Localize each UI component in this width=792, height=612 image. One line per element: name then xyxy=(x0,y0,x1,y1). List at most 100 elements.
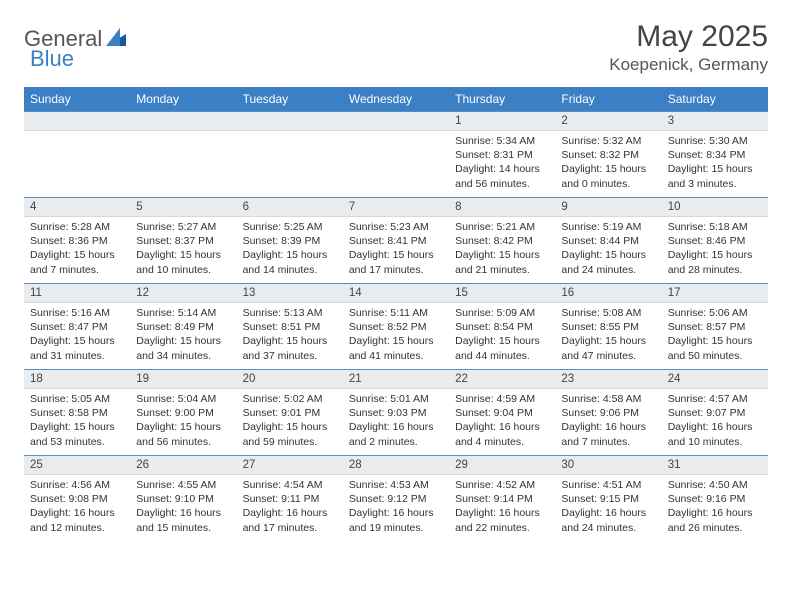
daylight-text: Daylight: 16 hours and 22 minutes. xyxy=(455,506,549,534)
daylight-text: Daylight: 15 hours and 34 minutes. xyxy=(136,334,230,362)
day-number xyxy=(130,112,236,131)
sunrise-text: Sunrise: 5:04 AM xyxy=(136,392,230,406)
day-info: Sunrise: 4:52 AMSunset: 9:14 PMDaylight:… xyxy=(449,475,555,539)
sunset-text: Sunset: 8:52 PM xyxy=(349,320,443,334)
sunrise-text: Sunrise: 5:27 AM xyxy=(136,220,230,234)
daylight-text: Daylight: 15 hours and 47 minutes. xyxy=(561,334,655,362)
sunset-text: Sunset: 9:16 PM xyxy=(668,492,762,506)
calendar-cell: 28Sunrise: 4:53 AMSunset: 9:12 PMDayligh… xyxy=(343,456,449,542)
sunset-text: Sunset: 8:42 PM xyxy=(455,234,549,248)
daylight-text: Daylight: 16 hours and 4 minutes. xyxy=(455,420,549,448)
calendar-cell: 10Sunrise: 5:18 AMSunset: 8:46 PMDayligh… xyxy=(662,198,768,284)
calendar-cell: 29Sunrise: 4:52 AMSunset: 9:14 PMDayligh… xyxy=(449,456,555,542)
sunrise-text: Sunrise: 5:02 AM xyxy=(243,392,337,406)
day-info: Sunrise: 5:02 AMSunset: 9:01 PMDaylight:… xyxy=(237,389,343,453)
sunrise-text: Sunrise: 5:21 AM xyxy=(455,220,549,234)
day-info: Sunrise: 5:30 AMSunset: 8:34 PMDaylight:… xyxy=(662,131,768,195)
day-number: 3 xyxy=(662,112,768,131)
day-number: 22 xyxy=(449,370,555,389)
daylight-text: Daylight: 15 hours and 10 minutes. xyxy=(136,248,230,276)
calendar-cell: 1Sunrise: 5:34 AMSunset: 8:31 PMDaylight… xyxy=(449,112,555,198)
daylight-text: Daylight: 16 hours and 15 minutes. xyxy=(136,506,230,534)
sunset-text: Sunset: 8:49 PM xyxy=(136,320,230,334)
daylight-text: Daylight: 14 hours and 56 minutes. xyxy=(455,162,549,190)
day-number: 17 xyxy=(662,284,768,303)
sunrise-text: Sunrise: 4:53 AM xyxy=(349,478,443,492)
day-info: Sunrise: 5:09 AMSunset: 8:54 PMDaylight:… xyxy=(449,303,555,367)
day-number xyxy=(343,112,449,131)
month-title: May 2025 xyxy=(609,20,768,53)
day-number: 19 xyxy=(130,370,236,389)
sunset-text: Sunset: 8:54 PM xyxy=(455,320,549,334)
sunrise-text: Sunrise: 4:50 AM xyxy=(668,478,762,492)
calendar-cell: 14Sunrise: 5:11 AMSunset: 8:52 PMDayligh… xyxy=(343,284,449,370)
day-number: 27 xyxy=(237,456,343,475)
day-info: Sunrise: 5:16 AMSunset: 8:47 PMDaylight:… xyxy=(24,303,130,367)
day-number xyxy=(237,112,343,131)
calendar-cell: 16Sunrise: 5:08 AMSunset: 8:55 PMDayligh… xyxy=(555,284,661,370)
sunset-text: Sunset: 8:32 PM xyxy=(561,148,655,162)
calendar-cell xyxy=(24,112,130,198)
calendar-cell xyxy=(130,112,236,198)
daylight-text: Daylight: 15 hours and 28 minutes. xyxy=(668,248,762,276)
calendar-row: 11Sunrise: 5:16 AMSunset: 8:47 PMDayligh… xyxy=(24,284,768,370)
sunset-text: Sunset: 8:37 PM xyxy=(136,234,230,248)
calendar-cell: 3Sunrise: 5:30 AMSunset: 8:34 PMDaylight… xyxy=(662,112,768,198)
calendar-cell: 17Sunrise: 5:06 AMSunset: 8:57 PMDayligh… xyxy=(662,284,768,370)
sunrise-text: Sunrise: 5:09 AM xyxy=(455,306,549,320)
calendar-header-row: Sunday Monday Tuesday Wednesday Thursday… xyxy=(24,87,768,112)
sunrise-text: Sunrise: 5:08 AM xyxy=(561,306,655,320)
brand-part2: Blue xyxy=(30,46,74,72)
calendar-cell: 8Sunrise: 5:21 AMSunset: 8:42 PMDaylight… xyxy=(449,198,555,284)
sunrise-text: Sunrise: 5:06 AM xyxy=(668,306,762,320)
sunset-text: Sunset: 9:10 PM xyxy=(136,492,230,506)
day-number: 29 xyxy=(449,456,555,475)
day-info: Sunrise: 5:25 AMSunset: 8:39 PMDaylight:… xyxy=(237,217,343,281)
daylight-text: Daylight: 15 hours and 7 minutes. xyxy=(30,248,124,276)
flag-icon xyxy=(106,28,126,51)
sunset-text: Sunset: 9:00 PM xyxy=(136,406,230,420)
calendar-cell: 5Sunrise: 5:27 AMSunset: 8:37 PMDaylight… xyxy=(130,198,236,284)
calendar-cell: 24Sunrise: 4:57 AMSunset: 9:07 PMDayligh… xyxy=(662,370,768,456)
sunrise-text: Sunrise: 5:18 AM xyxy=(668,220,762,234)
day-info: Sunrise: 4:51 AMSunset: 9:15 PMDaylight:… xyxy=(555,475,661,539)
day-info: Sunrise: 4:58 AMSunset: 9:06 PMDaylight:… xyxy=(555,389,661,453)
day-number: 18 xyxy=(24,370,130,389)
day-number: 12 xyxy=(130,284,236,303)
day-number: 6 xyxy=(237,198,343,217)
col-tuesday: Tuesday xyxy=(237,87,343,112)
sunset-text: Sunset: 9:15 PM xyxy=(561,492,655,506)
day-number: 30 xyxy=(555,456,661,475)
calendar-cell: 23Sunrise: 4:58 AMSunset: 9:06 PMDayligh… xyxy=(555,370,661,456)
calendar-row: 25Sunrise: 4:56 AMSunset: 9:08 PMDayligh… xyxy=(24,456,768,542)
calendar-cell: 31Sunrise: 4:50 AMSunset: 9:16 PMDayligh… xyxy=(662,456,768,542)
sunset-text: Sunset: 8:47 PM xyxy=(30,320,124,334)
daylight-text: Daylight: 16 hours and 12 minutes. xyxy=(30,506,124,534)
daylight-text: Daylight: 15 hours and 37 minutes. xyxy=(243,334,337,362)
calendar-row: 18Sunrise: 5:05 AMSunset: 8:58 PMDayligh… xyxy=(24,370,768,456)
sunset-text: Sunset: 8:57 PM xyxy=(668,320,762,334)
day-number: 11 xyxy=(24,284,130,303)
daylight-text: Daylight: 16 hours and 24 minutes. xyxy=(561,506,655,534)
day-info: Sunrise: 5:27 AMSunset: 8:37 PMDaylight:… xyxy=(130,217,236,281)
day-number: 5 xyxy=(130,198,236,217)
daylight-text: Daylight: 15 hours and 53 minutes. xyxy=(30,420,124,448)
sunset-text: Sunset: 9:12 PM xyxy=(349,492,443,506)
day-number: 23 xyxy=(555,370,661,389)
calendar-cell: 12Sunrise: 5:14 AMSunset: 8:49 PMDayligh… xyxy=(130,284,236,370)
daylight-text: Daylight: 15 hours and 21 minutes. xyxy=(455,248,549,276)
day-number: 14 xyxy=(343,284,449,303)
day-number: 10 xyxy=(662,198,768,217)
sunset-text: Sunset: 9:06 PM xyxy=(561,406,655,420)
calendar-cell: 9Sunrise: 5:19 AMSunset: 8:44 PMDaylight… xyxy=(555,198,661,284)
sunrise-text: Sunrise: 5:23 AM xyxy=(349,220,443,234)
day-number: 1 xyxy=(449,112,555,131)
sunset-text: Sunset: 9:01 PM xyxy=(243,406,337,420)
sunrise-text: Sunrise: 4:58 AM xyxy=(561,392,655,406)
day-number xyxy=(24,112,130,131)
calendar-cell: 13Sunrise: 5:13 AMSunset: 8:51 PMDayligh… xyxy=(237,284,343,370)
day-info: Sunrise: 5:06 AMSunset: 8:57 PMDaylight:… xyxy=(662,303,768,367)
sunrise-text: Sunrise: 5:16 AM xyxy=(30,306,124,320)
sunset-text: Sunset: 8:36 PM xyxy=(30,234,124,248)
calendar-cell xyxy=(343,112,449,198)
